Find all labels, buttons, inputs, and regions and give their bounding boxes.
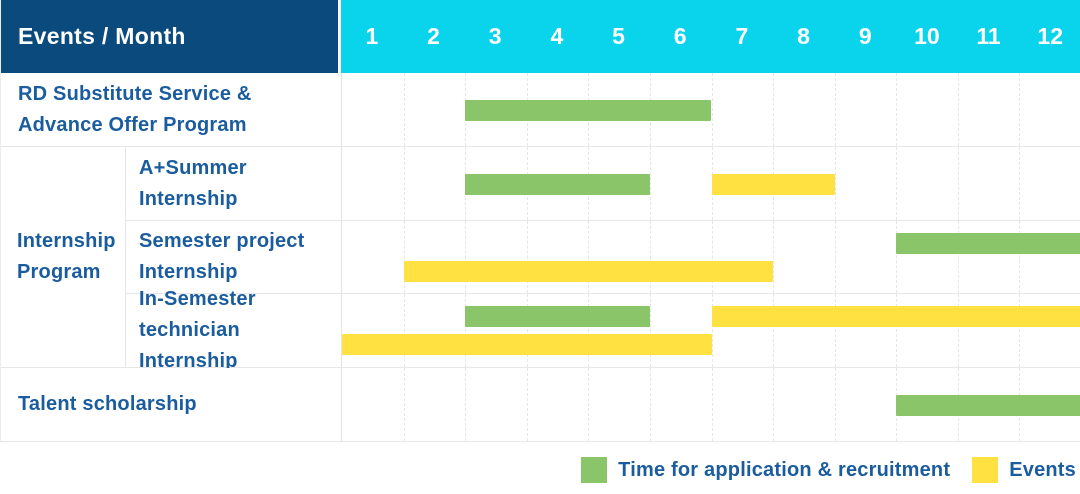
gantt-bar-application [896, 233, 1080, 254]
month-gridline [957, 147, 959, 220]
month-label: 11 [976, 23, 1001, 49]
gantt-bar-application [465, 100, 712, 121]
month-gridline [711, 294, 713, 367]
month-label: 2 [427, 23, 440, 49]
month-gridline [834, 368, 836, 441]
month-gridline [773, 294, 775, 367]
month-gridline [465, 294, 467, 367]
row-timeline [341, 73, 1080, 147]
month-gridline [403, 368, 405, 441]
month-gridline [896, 73, 898, 146]
gantt-bar-application [896, 395, 1080, 416]
row-group-label: Internship Program [1, 147, 125, 368]
month-gridline [896, 147, 898, 220]
month-gridline [526, 221, 528, 293]
month-label: 10 [914, 23, 940, 49]
month-gridline [526, 368, 528, 441]
legend-label-events: Events [1009, 458, 1076, 481]
month-label: 1 [365, 23, 379, 49]
month-gridline [834, 294, 836, 367]
gantt-bar-event [342, 334, 712, 355]
month-label: 4 [550, 23, 564, 49]
legend: Time for application & recruitment Event… [0, 457, 1080, 483]
month-gridline [957, 221, 959, 293]
month-gridline [403, 221, 405, 293]
gantt-bar-event [403, 261, 774, 282]
month-gridline [465, 368, 467, 441]
month-gridline [896, 221, 898, 293]
month-gridline [773, 221, 775, 293]
row-timeline [341, 368, 1080, 442]
month-label: 12 [1037, 23, 1064, 49]
month-header-row: 1 2 3 4 5 6 7 8 9 10 11 12 [341, 0, 1080, 73]
month-gridline [1019, 147, 1021, 220]
row-label: In-Semester technician Internship [125, 288, 341, 372]
legend-item-application: Time for application & recruitment [581, 457, 950, 483]
legend-label-application: Time for application & recruitment [618, 458, 951, 481]
month-gridline [773, 368, 775, 441]
row-label: Semester project Internship [125, 221, 341, 294]
month-gridline [649, 294, 651, 367]
month-label: 8 [797, 23, 810, 49]
legend-swatch-application-green [581, 457, 608, 483]
row-label: RD Substitute Service & Advance Offer Pro… [1, 73, 341, 147]
month-gridline [403, 294, 405, 367]
month-gridline [834, 73, 836, 146]
month-gridline [649, 221, 651, 293]
month-gridline [957, 294, 959, 367]
month-gridline [649, 368, 651, 441]
month-gridline [896, 294, 898, 367]
month-gridline [1019, 294, 1021, 367]
row-timeline [341, 147, 1080, 221]
events-month-header: Events / Month [1, 0, 341, 73]
row-timeline [341, 221, 1080, 294]
gantt-bar-application [465, 306, 650, 327]
month-gridline [403, 73, 405, 146]
month-gridline [957, 73, 959, 146]
row-timeline [341, 294, 1080, 368]
month-gridline [773, 73, 775, 146]
month-gridline [588, 368, 590, 441]
month-label: 5 [612, 23, 625, 49]
month-label: 3 [488, 23, 502, 49]
month-gridline [834, 221, 836, 293]
month-gridline [711, 221, 713, 293]
month-label: 9 [858, 23, 872, 49]
month-gridline [403, 147, 405, 220]
events-month-table: Events / Month 1 2 3 4 5 6 7 8 9 10 11 12 RD Substi… [0, 0, 1080, 442]
legend-item-events: Events [972, 457, 1076, 483]
gantt-bar-event [711, 174, 835, 195]
month-gridline [588, 221, 590, 293]
month-gridline [1019, 221, 1021, 293]
row-label: A+Summer Internship [125, 147, 341, 221]
month-gridline [526, 294, 528, 367]
month-label: 6 [673, 23, 687, 49]
month-gridline [465, 221, 467, 293]
month-gridline [588, 294, 590, 367]
gantt-bar-application [465, 174, 650, 195]
month-gridline [834, 147, 836, 220]
month-gridline [711, 73, 713, 146]
legend-swatch-event-yellow [972, 457, 999, 483]
month-gridline [1019, 73, 1021, 146]
gantt-bar-event [711, 306, 1080, 327]
month-gridline [711, 368, 713, 441]
month-gridline [649, 147, 651, 220]
row-label: Talent scholarship [1, 368, 341, 442]
month-label: 7 [735, 23, 749, 49]
